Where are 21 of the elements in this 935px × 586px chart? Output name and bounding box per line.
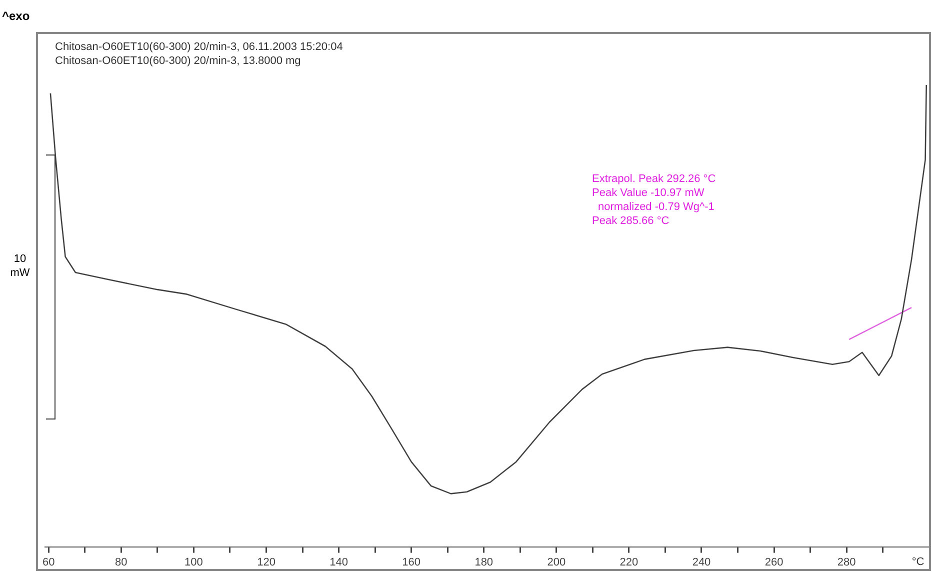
annotation: Peak 285.66 °C — [592, 215, 670, 227]
x-tick-label: 140 — [330, 556, 348, 568]
x-tick-label: 200 — [547, 556, 566, 568]
x-tick-label: 180 — [474, 556, 494, 568]
x-tick-label: 60 — [42, 556, 55, 568]
x-tick-label: 220 — [620, 556, 638, 568]
x-tick-label: 80 — [115, 556, 128, 568]
x-tick-label: 260 — [764, 556, 784, 568]
annotation: Peak Value -10.97 mW — [592, 187, 705, 199]
x-axis-title: °C — [912, 556, 924, 568]
annotation: normalized -0.79 Wg^-1 — [598, 201, 714, 213]
x-tick-label: 280 — [837, 556, 856, 568]
x-tick-label: 160 — [402, 556, 421, 568]
x-tick-label: 100 — [184, 556, 203, 568]
chart-subtitle: Chitosan-O60ET10(60-300) 20/min-3, 13.8000 mg — [55, 55, 301, 67]
text: ^exo — [2, 9, 30, 23]
chart-title: Chitosan-O60ET10(60-300) 20/min-3, 06.11.2003 15:20:04 — [55, 41, 343, 53]
x-tick-label: 120 — [257, 556, 276, 568]
annotation: Extrapol. Peak 292.26 °C — [592, 173, 716, 185]
text: 10 mW — [10, 253, 30, 279]
x-tick-label: 240 — [692, 556, 711, 568]
